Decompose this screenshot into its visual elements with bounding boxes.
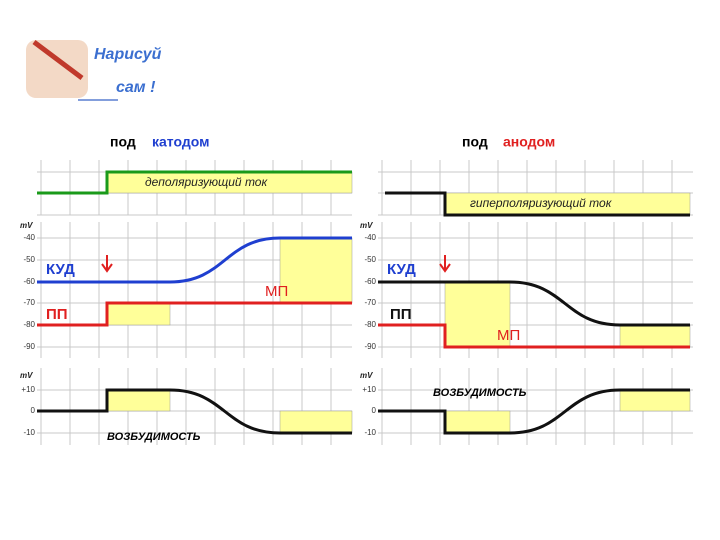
membrane-line [37,301,352,327]
tick-label: +10 [21,385,35,394]
logo: Нарисуй сам ! [26,40,162,101]
current-label: деполяризующий ток [145,175,268,189]
unit-label: mV [360,221,373,230]
highlight [279,237,353,304]
tick-label: -70 [364,298,376,307]
mp-label: МП [497,327,520,344]
highlight [619,324,691,348]
highlight [106,302,171,326]
tick-label: +10 [362,385,376,394]
tick-label: -40 [364,233,376,242]
header-title: катодом [152,134,209,150]
stimulus-arrow [439,255,451,273]
header-prefix: под [110,134,136,150]
threshold-line [378,280,690,327]
tick-label: -50 [364,255,376,264]
excitability-label: ВОЗБУДИМОСТЬ [107,431,201,443]
excitability-label: ВОЗБУДИМОСТЬ [433,387,527,399]
highlight [444,410,511,434]
tick-label: -10 [23,428,35,437]
logo-hand [26,40,88,98]
logo-text: Нарисуй [94,46,162,63]
tick-label: 0 [372,406,377,415]
tick-label: -60 [23,277,35,286]
kud-label: КУД [387,261,416,278]
tick-label: 0 [31,406,36,415]
current-label: гиперполяризующий ток [470,196,613,210]
highlight [279,410,353,434]
logo-pencil [32,40,84,80]
tick-label: -50 [23,255,35,264]
tick-label: -10 [364,428,376,437]
highlight [619,389,691,412]
logo-text: сам ! [116,79,156,96]
excitability-line [378,388,690,435]
excitability-line [37,388,352,435]
highlight [106,389,171,412]
unit-label: mV [20,221,33,230]
tick-label: -60 [364,277,376,286]
tick-label: -90 [364,342,376,351]
tick-label: -70 [23,298,35,307]
pp-label: ПП [46,306,68,323]
current-line [385,191,690,217]
threshold-line [37,236,352,284]
kud-label: КУД [46,261,75,278]
tick-label: -80 [364,320,376,329]
tick-label: -40 [23,233,35,242]
stimulus-arrow [101,255,113,273]
tick-label: -80 [23,320,35,329]
unit-label: mV [20,371,33,380]
mp-label: МП [265,283,288,300]
header-title: анодом [503,134,555,150]
tick-label: -90 [23,342,35,351]
unit-label: mV [360,371,373,380]
header-prefix: под [462,134,488,150]
membrane-line [378,323,690,349]
pp-label: ПП [390,306,412,323]
highlight [444,281,511,348]
current-line [37,170,352,195]
